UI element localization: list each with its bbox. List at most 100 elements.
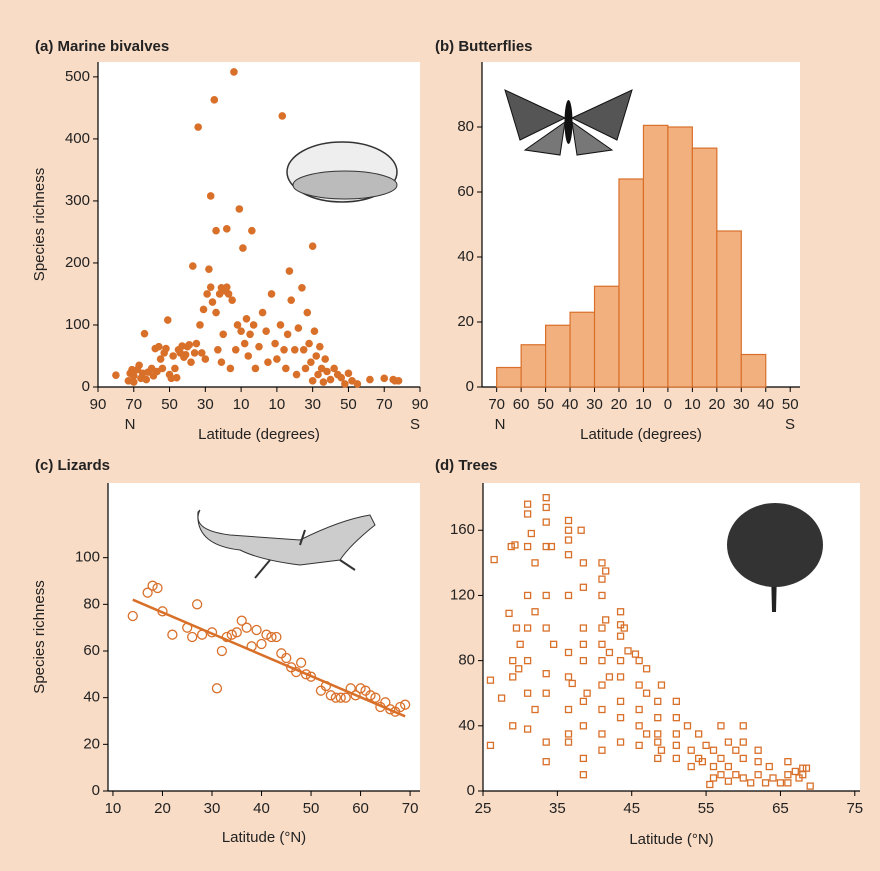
point: [564, 705, 573, 714]
y-tick-label: 500: [65, 68, 90, 85]
point: [394, 376, 403, 385]
x-axis-label: Latitude (degrees): [580, 426, 702, 443]
y-tick-label: 100: [65, 316, 90, 333]
point: [739, 754, 747, 763]
point: [657, 681, 666, 689]
point: [190, 349, 199, 357]
point: [237, 327, 245, 335]
point: [687, 746, 695, 754]
point: [217, 358, 226, 366]
point: [542, 503, 550, 512]
point: [568, 679, 576, 688]
y-tick-label: 80: [458, 652, 475, 669]
point: [654, 730, 662, 738]
y-tick-label: 200: [65, 254, 90, 271]
point: [330, 692, 341, 703]
point: [316, 342, 324, 351]
point: [709, 746, 718, 754]
point: [657, 746, 666, 754]
annotation: S: [410, 416, 420, 433]
point: [598, 591, 606, 600]
x-tick-label: 35: [549, 800, 566, 817]
point: [702, 741, 710, 750]
point: [158, 364, 167, 373]
x-tick-label: 30: [197, 396, 214, 413]
annotation: N: [495, 416, 506, 433]
point: [564, 551, 573, 559]
point: [542, 518, 550, 526]
x-tick-label: 50: [303, 800, 320, 817]
point: [350, 690, 361, 701]
point: [128, 365, 136, 374]
x-tick-label: 60: [352, 800, 369, 817]
point: [212, 226, 220, 235]
point: [579, 583, 588, 591]
point: [564, 738, 573, 746]
point: [635, 741, 643, 750]
point: [717, 754, 725, 763]
point: [642, 730, 651, 738]
point: [199, 305, 208, 314]
x-tick-label: 10: [684, 396, 701, 413]
point: [620, 624, 628, 632]
point: [194, 123, 202, 131]
point: [616, 697, 625, 706]
point: [226, 364, 235, 373]
point: [739, 722, 747, 730]
point: [598, 640, 606, 648]
point: [249, 321, 258, 329]
point: [672, 730, 680, 738]
point: [724, 777, 733, 785]
point: [598, 681, 606, 689]
bar: [544, 324, 571, 388]
x-tick-label: 70: [402, 800, 419, 817]
point: [672, 697, 680, 706]
annotation: N: [125, 416, 136, 433]
point: [181, 350, 190, 359]
y-tick-label: 400: [65, 130, 90, 147]
point: [380, 374, 389, 383]
point: [709, 774, 718, 782]
y-tick-label: 20: [457, 313, 474, 330]
x-tick-label: 90: [412, 396, 429, 413]
point: [687, 762, 695, 771]
point: [147, 580, 158, 591]
point: [337, 373, 346, 382]
point: [602, 616, 610, 624]
point: [233, 321, 242, 329]
point: [305, 339, 313, 348]
point: [564, 591, 573, 600]
point: [255, 342, 263, 351]
point: [196, 321, 204, 329]
x-tick-label: 20: [611, 396, 628, 413]
point: [261, 629, 272, 640]
point: [303, 308, 312, 317]
point: [308, 242, 317, 251]
point: [366, 375, 374, 384]
point: [523, 542, 532, 551]
y-tick-label: 120: [450, 586, 475, 603]
point: [672, 714, 680, 722]
point: [395, 701, 406, 713]
point: [298, 283, 306, 292]
point: [802, 764, 811, 772]
point: [127, 610, 138, 622]
point: [732, 771, 740, 779]
y-tick-label: 60: [457, 183, 474, 200]
point: [564, 673, 573, 681]
x-tick-label: 55: [698, 800, 715, 817]
point: [654, 738, 662, 746]
point: [577, 526, 585, 534]
point: [228, 296, 236, 304]
x-tick-label: 50: [782, 396, 799, 413]
point: [285, 267, 294, 275]
point: [256, 638, 267, 650]
point: [206, 192, 215, 200]
point: [262, 327, 270, 335]
point: [370, 692, 381, 703]
point: [267, 290, 276, 298]
point: [579, 640, 588, 648]
tree-illustration: [727, 503, 823, 612]
x-tick-label: 20: [154, 800, 171, 817]
